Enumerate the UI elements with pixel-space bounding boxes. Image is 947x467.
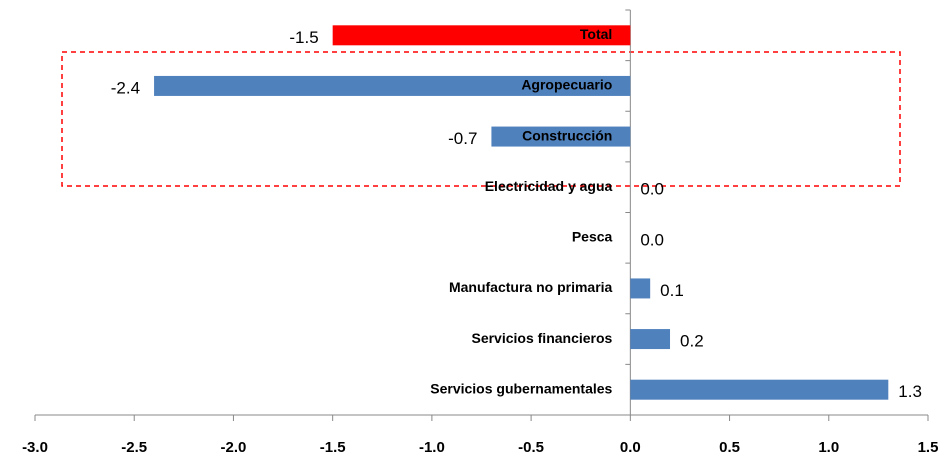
bar (630, 278, 651, 299)
x-tick-label: 0.5 (719, 439, 740, 456)
value-label: 0.0 (640, 180, 664, 199)
bar (630, 379, 889, 400)
value-label: -1.5 (289, 28, 318, 47)
x-tick-label: 1.5 (918, 439, 939, 456)
x-tick-label: -0.5 (518, 439, 544, 456)
bar (491, 126, 631, 147)
value-label: -0.7 (448, 129, 477, 148)
value-label: 0.0 (640, 230, 664, 249)
category-label: Total (580, 26, 612, 42)
category-label: Agropecuario (521, 77, 612, 93)
x-tick-label: -1.5 (320, 439, 346, 456)
category-label: Electricidad y agua (485, 178, 613, 194)
x-tick-label: -2.5 (121, 439, 147, 456)
value-label: 1.3 (898, 382, 922, 401)
value-label: -2.4 (111, 78, 140, 97)
category-label: Construcción (522, 127, 612, 143)
x-tick-label: 1.0 (818, 439, 839, 456)
x-tick-label: -1.0 (419, 439, 445, 456)
category-label: Pesca (572, 229, 613, 245)
bar (154, 75, 631, 96)
highlight-box (61, 51, 901, 187)
category-label: Servicios gubernamentales (430, 380, 612, 396)
x-tick-label: -2.0 (221, 439, 247, 456)
bar (332, 25, 631, 46)
x-tick-label: -3.0 (22, 439, 48, 456)
bar (630, 329, 671, 350)
x-tick-label: 0.0 (620, 439, 641, 456)
value-label: 0.2 (680, 332, 704, 351)
value-label: 0.1 (660, 281, 684, 300)
category-label: Servicios financieros (471, 330, 612, 346)
category-label: Manufactura no primaria (449, 279, 613, 295)
